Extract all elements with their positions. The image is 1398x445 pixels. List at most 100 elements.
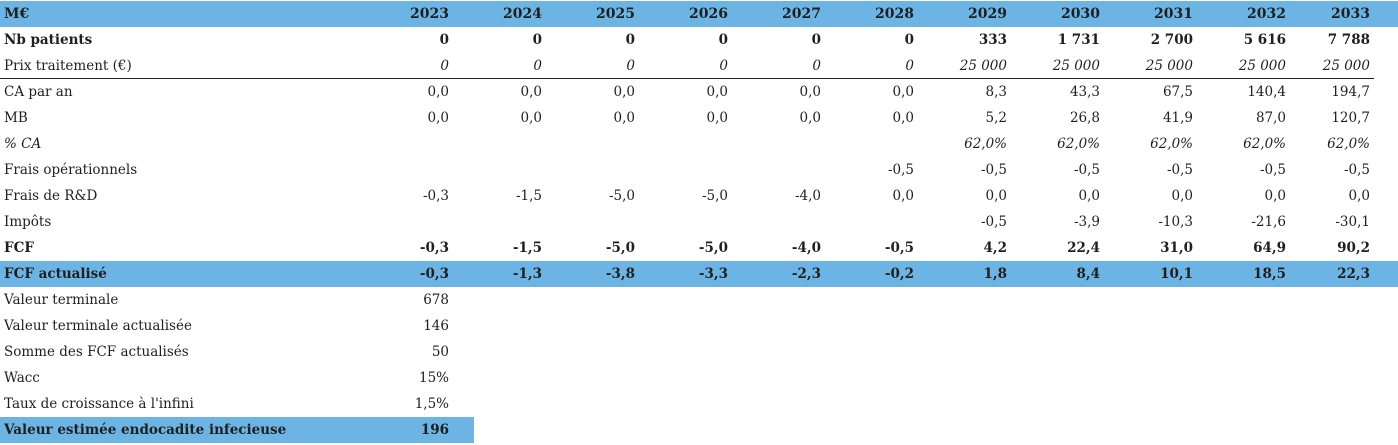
table-cell: 62,0% <box>1243 136 1286 152</box>
table-cell: -0,5 <box>980 162 1007 178</box>
table-cell: -0,5 <box>887 162 914 178</box>
table-cell: 25 000 <box>1238 58 1286 74</box>
table-row-frais-rd: Frais de R&D -0,3 -1,5 -5,0 -5,0 -4,0 0,… <box>0 183 1398 209</box>
table-cell: 0 <box>905 58 914 74</box>
table-cell: 0,0 <box>613 84 635 100</box>
table-cell: -4,0 <box>794 188 821 204</box>
table-cell: 140,4 <box>1247 84 1286 100</box>
table-cell: 90,2 <box>1337 240 1370 256</box>
year-header: 2023 <box>410 6 449 22</box>
row-label: Nb patients <box>4 32 93 48</box>
table-cell: 5,2 <box>985 110 1007 126</box>
table-row-frais-operationnels: Frais opérationnels -0,5 -0,5 -0,5 -0,5 … <box>0 157 1398 183</box>
table-cell: -1,3 <box>512 266 542 282</box>
table-row-pct-ca: % CA 62,0% 62,0% 62,0% 62,0% 62,0% <box>0 131 1398 157</box>
table-cell: 120,7 <box>1331 110 1370 126</box>
year-header: 2025 <box>596 6 635 22</box>
summary-label: Taux de croissance à l'infini <box>4 396 194 412</box>
row-label: FCF <box>4 240 34 256</box>
row-label: % CA <box>4 136 42 152</box>
summary-row-somme-fcf: Somme des FCF actualisés 50 <box>0 339 1398 365</box>
table-cell: -5,0 <box>608 188 635 204</box>
table-cell: 0,0 <box>1171 188 1193 204</box>
year-header: 2024 <box>503 6 542 22</box>
table-cell <box>636 209 728 235</box>
table-cell <box>729 131 821 157</box>
table-cell: 8,4 <box>1076 266 1101 282</box>
table-cell: 0 <box>812 58 821 74</box>
table-cell: 194,7 <box>1331 84 1370 100</box>
table-cell: 62,0% <box>1057 136 1100 152</box>
table-cell: -0,5 <box>980 214 1007 230</box>
table-cell: 0,0 <box>985 188 1007 204</box>
table-row-fcf-actualise: FCF actualisé -0,3 -1,3 -3,8 -3,3 -2,3 -… <box>0 261 1398 287</box>
table-cell: 0,0 <box>892 84 914 100</box>
table-cell: -3,3 <box>698 266 728 282</box>
table-cell: 0,0 <box>706 84 728 100</box>
row-label: CA par an <box>4 84 73 100</box>
table-cell: -1,5 <box>515 188 542 204</box>
header-title: M€ <box>4 6 30 22</box>
summary-row-wacc: Wacc 15% <box>0 365 1398 391</box>
table-cell: -3,9 <box>1073 214 1100 230</box>
table-cell: 0,0 <box>1078 188 1100 204</box>
summary-value: 146 <box>423 318 449 334</box>
year-header: 2029 <box>968 6 1007 22</box>
table-cell: 25 000 <box>1322 58 1370 74</box>
table-cell: 2 700 <box>1150 32 1193 48</box>
table-cell: 0 <box>718 32 728 48</box>
table-cell: 0 <box>626 58 635 74</box>
table-cell: 333 <box>978 32 1007 48</box>
table-cell: -0,5 <box>1343 162 1370 178</box>
row-label: Frais opérationnels <box>4 162 138 178</box>
table-cell: 0,0 <box>799 84 821 100</box>
table-cell: 0 <box>532 32 542 48</box>
row-label: Prix traitement (€) <box>4 58 132 74</box>
year-header: 2026 <box>689 6 728 22</box>
table-cell: -30,1 <box>1335 214 1370 230</box>
table-cell: -0,3 <box>419 240 449 256</box>
table-cell: -0,3 <box>422 188 449 204</box>
table-cell <box>543 209 635 235</box>
row-label: MB <box>4 110 28 126</box>
summary-row-valeur-terminale: Valeur terminale 678 <box>0 287 1398 313</box>
summary-row-valeur-terminale-actualisee: Valeur terminale actualisée 146 <box>0 313 1398 339</box>
table-cell: 0,0 <box>1348 188 1370 204</box>
table-cell: 0,0 <box>892 188 914 204</box>
table-row-ca: CA par an 0,0 0,0 0,0 0,0 0,0 0,0 8,3 43… <box>0 79 1398 105</box>
table-cell: 0 <box>625 32 635 48</box>
table-cell: 0,0 <box>520 110 542 126</box>
table-cell: 22,3 <box>1337 266 1370 282</box>
table-cell: 1 731 <box>1057 32 1100 48</box>
table-cell <box>357 209 449 235</box>
year-header: 2027 <box>782 6 821 22</box>
row-label: Frais de R&D <box>4 188 98 204</box>
summary-label: Wacc <box>4 370 40 386</box>
summary-value: 1,5% <box>414 396 449 412</box>
table-cell: 0 <box>904 32 914 48</box>
table-cell: 18,5 <box>1253 266 1286 282</box>
year-header: 2028 <box>875 6 914 22</box>
table-cell: 0,0 <box>799 110 821 126</box>
summary-row-taux-croissance: Taux de croissance à l'infini 1,5% <box>0 391 1398 417</box>
table-cell: 62,0% <box>1150 136 1193 152</box>
summary-label: Valeur terminale <box>4 292 119 308</box>
table-cell: 10,1 <box>1160 266 1193 282</box>
table-cell <box>543 157 635 183</box>
summary-value: 50 <box>431 344 449 360</box>
table-cell: -0,3 <box>419 266 449 282</box>
table-cell: 0,0 <box>706 110 728 126</box>
year-header: 2033 <box>1331 6 1370 22</box>
summary-value: 15% <box>418 370 449 386</box>
table-cell: 0,0 <box>613 110 635 126</box>
table-cell: -21,6 <box>1251 214 1286 230</box>
table-cell: -4,0 <box>791 240 821 256</box>
table-cell: -3,8 <box>605 266 635 282</box>
table-cell <box>822 209 914 235</box>
summary-label: Valeur terminale actualisée <box>4 318 192 334</box>
table-row-prix-traitement: Prix traitement (€) 0 0 0 0 0 0 25 000 2… <box>0 53 1398 79</box>
year-header: 2031 <box>1154 6 1193 22</box>
table-row-impots: Impôts -0,5 -3,9 -10,3 -21,6 -30,1 <box>0 209 1398 235</box>
table-cell: 0 <box>440 58 449 74</box>
table-cell <box>357 131 449 157</box>
